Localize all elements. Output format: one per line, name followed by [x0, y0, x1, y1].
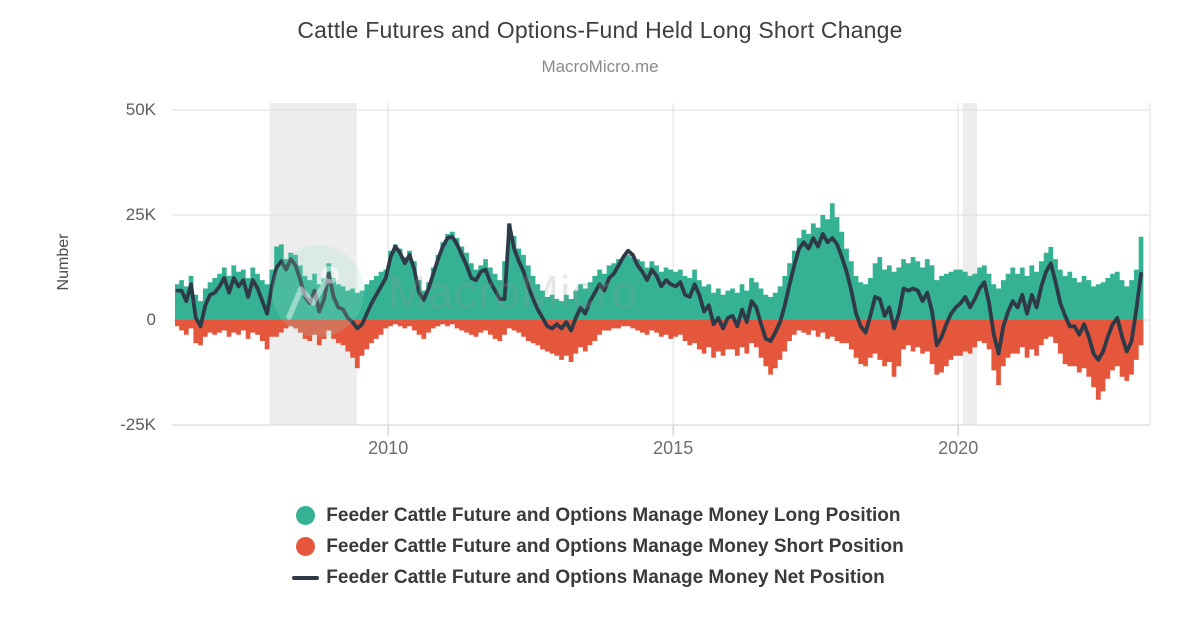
x-tick-2015: 2015: [653, 438, 694, 458]
legend-items: Feeder Cattle Future and Options Manage …: [292, 500, 904, 593]
y-axis-title: Number: [55, 233, 72, 291]
long-series-marker-icon: [296, 506, 316, 525]
short-area-series: [175, 320, 1144, 400]
chart-title: Cattle Futures and Options-Fund Held Lon…: [297, 17, 903, 43]
x-tick-2020: 2020: [938, 438, 979, 458]
watermark-text: MacroMicro: [388, 266, 638, 318]
y-tick-25k: 25K: [125, 205, 156, 224]
legend: Feeder Cattle Future and Options Manage …: [0, 500, 1200, 593]
y-tick-50k: 50K: [125, 100, 156, 119]
logo-trendline-icon: [286, 278, 329, 320]
chart-source-subtitle: MacroMicro.me: [541, 57, 659, 76]
plot-area[interactable]: MacroMicro: [0, 0, 1200, 470]
macromicro-logo-icon: [272, 245, 364, 337]
legend-item-long[interactable]: Feeder Cattle Future and Options Manage …: [296, 500, 903, 531]
net-line-series: [175, 223, 1143, 362]
y-tick-neg25k: -25K: [120, 415, 156, 434]
legend-label-net: Feeder Cattle Future and Options Manage …: [326, 566, 885, 588]
legend-label-short: Feeder Cattle Future and Options Manage …: [326, 535, 904, 557]
recession-band: [962, 103, 977, 425]
logo-dot-icon: [321, 266, 339, 284]
legend-item-short[interactable]: Feeder Cattle Future and Options Manage …: [296, 531, 904, 562]
net-series-marker-icon: [292, 575, 320, 580]
legend-label-long: Feeder Cattle Future and Options Manage …: [326, 504, 901, 526]
legend-item-net[interactable]: Feeder Cattle Future and Options Manage …: [292, 562, 903, 593]
x-tick-2010: 2010: [368, 438, 409, 458]
macromicro-watermark: MacroMicro: [272, 245, 638, 337]
y-tick-0: 0: [146, 310, 156, 329]
short-series-marker-icon: [296, 537, 316, 556]
